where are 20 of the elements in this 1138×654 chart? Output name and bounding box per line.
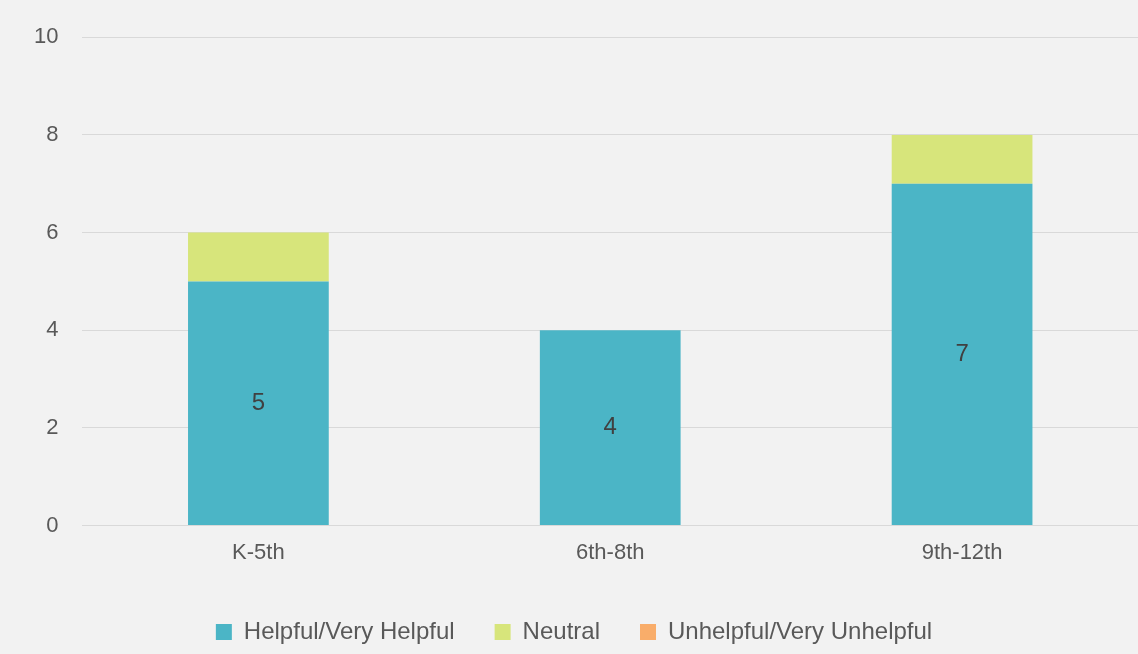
y-tick-label: 8 (46, 120, 59, 146)
data-label: 4 (603, 412, 617, 440)
y-tick-label: 6 (46, 218, 59, 244)
data-label: 7 (955, 339, 969, 367)
x-tick-label: 9th-12th (921, 538, 1003, 564)
y-tick-label: 4 (46, 316, 59, 342)
legend-label: Helpful/Very Helpful (243, 616, 455, 644)
x-tick-label: K-5th (232, 538, 285, 564)
bar (891, 134, 1033, 184)
y-tick-label: 0 (46, 511, 59, 537)
bar (891, 183, 1033, 526)
y-tick-label: 10 (33, 23, 59, 49)
bar (539, 330, 681, 526)
bar (188, 232, 329, 282)
legend-label: Unhelpful/Very Unhelpful (667, 616, 933, 644)
data-label: 5 (251, 387, 266, 415)
x-tick-label: 6th-8th (575, 538, 645, 564)
bar (188, 281, 329, 526)
y-tick-label: 2 (46, 413, 59, 439)
legend-label: Neutral (522, 616, 600, 644)
